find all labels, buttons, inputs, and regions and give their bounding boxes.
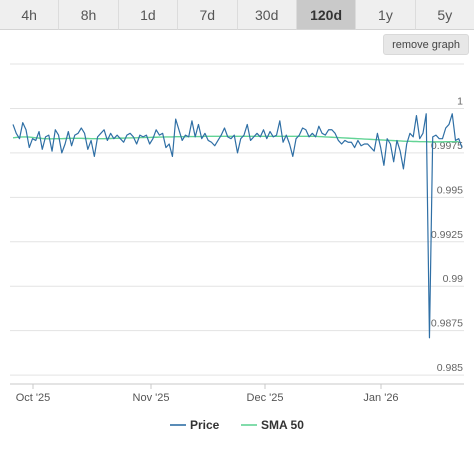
x-tick-label: Nov '25 [133, 392, 170, 404]
tab-120d[interactable]: 120d [296, 0, 357, 30]
y-tick-label: 1 [457, 95, 463, 107]
timeframe-tabs: 4h 8h 1d 7d 30d 120d 1y 5y [0, 0, 474, 30]
y-tick-label: 0.985 [437, 362, 463, 374]
tab-5y[interactable]: 5y [415, 0, 474, 30]
tab-1y[interactable]: 1y [356, 0, 416, 30]
y-tick-label: 0.995 [437, 184, 463, 196]
legend-price-label: Price [190, 418, 220, 432]
y-tick-label: 0.99 [443, 273, 464, 285]
y-tick-label: 0.9975 [431, 140, 463, 152]
y-tick-label: 0.9925 [431, 229, 463, 241]
sma50-series-line [12, 135, 459, 143]
x-tick-label: Jan '26 [363, 392, 398, 404]
tab-7d[interactable]: 7d [178, 0, 238, 30]
tab-1d[interactable]: 1d [118, 0, 179, 30]
tab-30d[interactable]: 30d [237, 0, 297, 30]
remove-graph-button[interactable]: remove graph [383, 34, 469, 55]
y-tick-label: 0.9875 [431, 318, 463, 330]
x-tick-label: Dec '25 [247, 392, 284, 404]
legend-sma50-label: SMA 50 [261, 418, 304, 432]
price-series-line [12, 113, 463, 339]
x-tick-label: Oct '25 [16, 392, 51, 404]
tab-4h[interactable]: 4h [0, 0, 60, 30]
tab-8h[interactable]: 8h [59, 0, 119, 30]
